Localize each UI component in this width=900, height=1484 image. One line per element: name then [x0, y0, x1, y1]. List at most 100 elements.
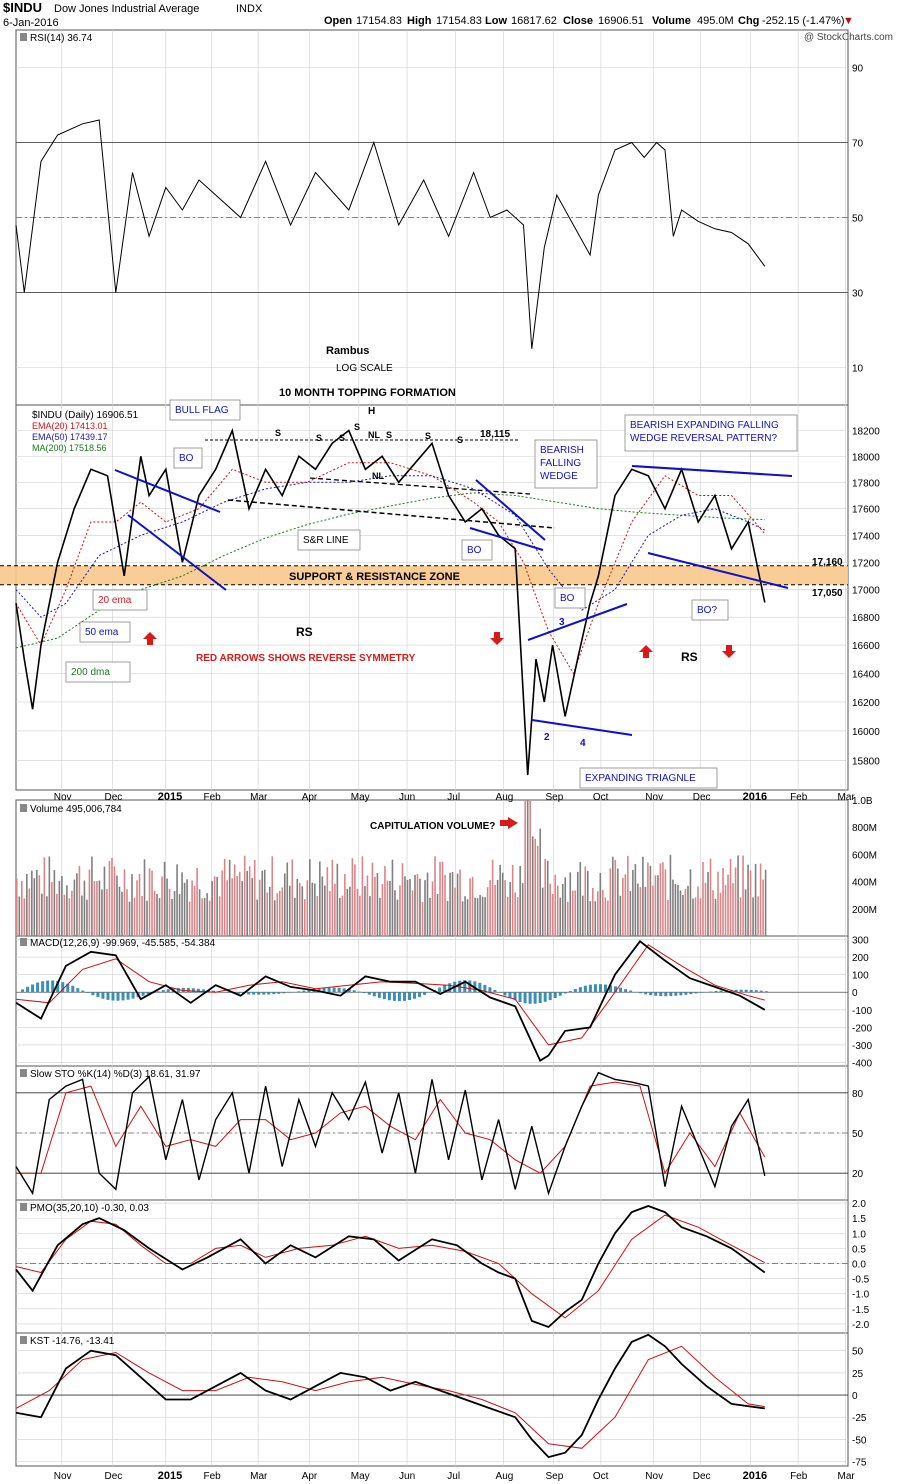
- macd-hist-bar: [116, 992, 120, 1001]
- volume-bar: [612, 856, 614, 936]
- volume-bar: [727, 874, 729, 936]
- volume-bar: [709, 858, 712, 936]
- macd-hist-bar: [41, 981, 45, 993]
- volume-bar: [544, 858, 547, 936]
- volume-bar: [579, 861, 582, 936]
- macd-hist-bar: [553, 992, 557, 999]
- volume-bar: [456, 873, 459, 936]
- macd-hist-bar: [458, 980, 462, 993]
- volume-bar: [193, 885, 196, 936]
- volume-bar: [306, 880, 309, 936]
- month-label-bottom: Oct: [593, 1471, 609, 1482]
- macd-hist-bar: [76, 988, 80, 993]
- volume-bar: [278, 890, 281, 936]
- bo4-box: [691, 599, 729, 621]
- macd-hist-bar: [498, 992, 502, 993]
- macd-hist-bar: [578, 987, 582, 993]
- macd-hist-bar: [609, 985, 613, 993]
- close-value: 16906.51: [598, 15, 644, 27]
- volume-bar: [581, 895, 584, 936]
- macd-hist-bar: [533, 992, 537, 1004]
- volume-bar: [213, 876, 216, 936]
- volume-bar: [118, 886, 121, 936]
- month-label-top: 2016: [743, 791, 767, 803]
- volume-bar: [121, 891, 123, 936]
- volume-bar: [226, 880, 228, 936]
- volume-bar: [524, 800, 526, 936]
- macd-hist-bar: [659, 992, 663, 997]
- macd-hist-bar: [247, 992, 251, 995]
- macd-hist-bar: [347, 989, 351, 993]
- volume-bar: [71, 890, 73, 936]
- bearish-wedge-box: [534, 439, 598, 489]
- volume-bar: [369, 896, 371, 936]
- y-tick-label-price: 15800: [852, 756, 880, 767]
- y-tick-label-pmo: -2.0: [852, 1320, 870, 1331]
- macd-hist-bar: [548, 992, 552, 1001]
- macd-hist-bar: [759, 990, 763, 993]
- volume-bar: [61, 875, 63, 936]
- sr-line-label-box: [297, 529, 361, 551]
- y-tick-label-macd: 300: [852, 936, 869, 947]
- volume-bar: [429, 897, 431, 936]
- volume-bar: [88, 869, 91, 936]
- volume-bar: [669, 854, 672, 936]
- volume-bar: [439, 861, 441, 936]
- volume-bar: [667, 899, 669, 936]
- volume-bar: [196, 867, 198, 936]
- expanding-triangle-box: [579, 767, 718, 789]
- y-tick-label-price: 17400: [852, 531, 880, 542]
- volume-bar: [211, 881, 213, 936]
- volume-bar: [158, 898, 161, 936]
- volume-bar: [549, 883, 552, 936]
- volume-bar: [419, 878, 421, 936]
- volume-bar: [624, 874, 627, 936]
- volume-bar: [233, 864, 236, 936]
- volume-bar: [56, 893, 58, 936]
- volume-bar: [694, 897, 697, 936]
- volume-bar: [742, 855, 744, 936]
- capitulation-label: CAPITULATION VOLUME?: [370, 821, 495, 832]
- macd-hist-bar: [744, 989, 748, 993]
- volume-bar: [53, 870, 56, 936]
- volume-bar: [113, 866, 116, 936]
- chart-marks: [15, 119, 768, 1459]
- macd-hist-bar: [21, 989, 25, 993]
- volume-bar: [329, 891, 331, 936]
- month-label-top: Aug: [496, 792, 514, 803]
- volume-bar: [724, 885, 727, 936]
- y-tick-label-price: 18200: [852, 426, 880, 437]
- volume-bar: [236, 876, 238, 936]
- volume-bar: [321, 876, 324, 936]
- volume-bar: [76, 873, 78, 936]
- macd-hist-bar: [518, 992, 522, 1003]
- macd-hist-bar: [689, 992, 693, 995]
- volume-bar: [339, 897, 341, 936]
- dma200-label-text: 200 dma: [71, 667, 110, 678]
- wave-2: 2: [544, 732, 550, 743]
- volume-bar: [351, 858, 354, 936]
- volume-bar: [21, 880, 23, 936]
- series-line-kst: [15, 1345, 765, 1449]
- macd-hist-bar: [563, 992, 567, 994]
- volume-bar: [73, 879, 76, 936]
- macd-hist-bar: [749, 989, 753, 993]
- y-tick-label-pmo: -0.5: [852, 1275, 870, 1286]
- volume-bar: [183, 882, 186, 936]
- high-label: High: [407, 15, 432, 27]
- macd-hist-bar: [593, 984, 597, 993]
- volume-bar: [644, 886, 647, 936]
- macd-hist-bar: [382, 992, 386, 1000]
- volume-bar: [556, 885, 559, 936]
- volume-bar: [406, 879, 409, 936]
- volume-bar: [51, 882, 53, 936]
- macd-hist-bar: [176, 988, 180, 993]
- rs-left: RS: [296, 625, 313, 639]
- volume-bar: [687, 885, 689, 936]
- month-label-bottom: Sep: [545, 1471, 563, 1482]
- macd-hist-bar: [327, 987, 331, 993]
- volume-bar: [43, 857, 46, 936]
- volume-bar: [692, 898, 694, 936]
- panel-frame-macd: [15, 935, 849, 1067]
- macd-hist-bar: [413, 992, 417, 999]
